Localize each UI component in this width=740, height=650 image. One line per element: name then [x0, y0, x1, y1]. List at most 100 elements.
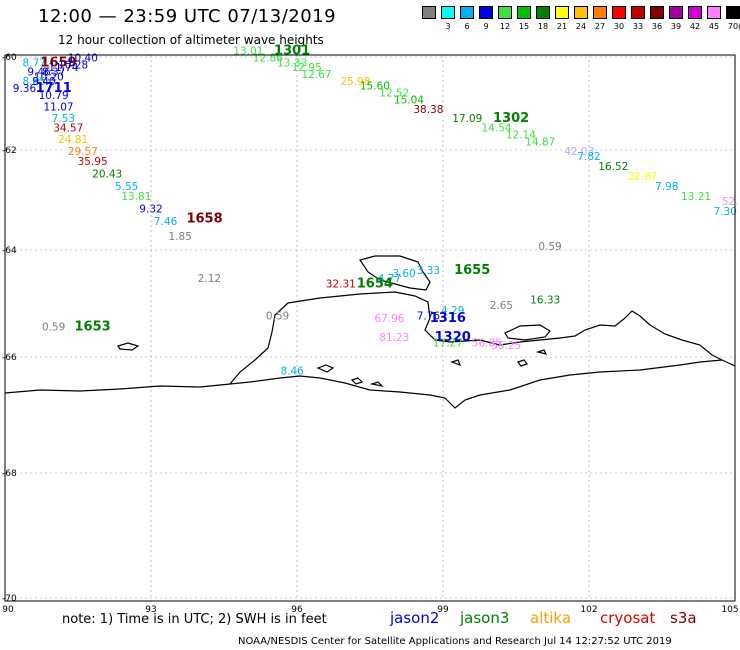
- wave-height-label: 5.55: [115, 181, 138, 193]
- wave-height-label: 0.59: [266, 311, 289, 323]
- legend-swatch: [498, 6, 512, 19]
- legend-swatch-label: 42: [689, 22, 701, 31]
- wave-height-label: 8.85: [23, 76, 46, 88]
- x-tick-label: 102: [580, 605, 597, 615]
- pass-time-label: 1302: [493, 111, 529, 126]
- wave-height-label: 12.52: [379, 88, 409, 100]
- legend-swatch-label: 6: [464, 22, 470, 31]
- pass-time-label: 1316: [430, 311, 466, 326]
- wave-height-label: 9.46: [27, 67, 51, 79]
- wave-height-label: 12.14: [506, 129, 536, 141]
- wave-height-label: 7.76: [417, 311, 441, 323]
- wave-height-label: 9.40: [32, 76, 55, 88]
- wave-height-label: 11.74: [48, 62, 78, 74]
- wave-height-label: 16.52: [598, 161, 628, 173]
- legend-swatch-label: 33: [632, 22, 644, 31]
- wave-height-label: 67.96: [374, 313, 404, 325]
- wave-height-label: 55.25: [491, 340, 521, 352]
- x-tick-label: 90: [2, 605, 14, 615]
- wave-height-label: 34.57: [53, 122, 83, 134]
- wave-height-label: 29.57: [68, 146, 98, 158]
- mission-altika: altika: [530, 609, 572, 627]
- wave-height-label: 2.12: [198, 273, 221, 285]
- footer-note: note: 1) Time is in UTC; 2) SWH is in fe…: [62, 612, 327, 627]
- islet-d: [517, 359, 528, 367]
- ice-shelf-coast: [229, 359, 723, 409]
- islet-c: [369, 381, 384, 387]
- wave-height-label: 22.87: [628, 171, 658, 183]
- legend-swatch-label: 18: [537, 22, 549, 31]
- legend-swatch: [422, 6, 436, 19]
- antarctic-coastline: [4, 255, 736, 409]
- wave-height-label: 4.77: [378, 273, 401, 285]
- wave-height-label: 0.59: [538, 241, 561, 253]
- y-tick-label: -62: [2, 146, 17, 156]
- wave-height-label: 14.87: [525, 136, 555, 148]
- wave-height-label: 7.82: [577, 151, 600, 163]
- legend-swatch: [555, 6, 569, 19]
- y-tick-label: -70: [2, 594, 17, 604]
- pass-time-label: 1655: [454, 263, 490, 278]
- island-east: [504, 324, 551, 341]
- legend-swatch: [536, 6, 550, 19]
- legend-swatch: [593, 6, 607, 19]
- credit-line: NOAA/NESDIS Center for Satellite Applica…: [238, 636, 672, 647]
- legend-swatch: [669, 6, 683, 19]
- legend-swatch: [688, 6, 702, 19]
- wave-height-label: 10.79: [39, 90, 69, 102]
- mission-cryosat: cryosat: [600, 609, 656, 627]
- legend-swatch: [650, 6, 664, 19]
- legend-swatch: [574, 6, 588, 19]
- pass-time-label: 1654: [357, 276, 393, 291]
- wave-height-label: 13.81: [121, 191, 151, 203]
- wave-height-label: 10.20: [34, 71, 64, 83]
- wave-height-label: 13.33: [277, 57, 307, 69]
- chart-title: 12:00 — 23:59 UTC 07/13/2019: [38, 6, 337, 27]
- legend-swatch: [517, 6, 531, 19]
- wave-height-label: 3.60: [392, 268, 415, 280]
- y-tick-label: -60: [2, 53, 17, 63]
- x-tick-label: 96: [291, 605, 303, 615]
- wave-height-label: 0.59: [42, 321, 65, 333]
- wave-height-label: 8.77: [23, 57, 46, 69]
- legend-swatch-label: 36: [651, 22, 663, 31]
- x-tick-label: 99: [437, 605, 449, 615]
- wave-height-label: 7.98: [655, 181, 678, 193]
- wave-height-label: 17.09: [452, 113, 482, 125]
- pass-time-label: 1653: [75, 319, 111, 334]
- wave-height-label: 24.81: [58, 134, 88, 146]
- legend-swatch: [707, 6, 721, 19]
- pass-time-label: 1658: [186, 212, 222, 227]
- wave-height-label: 8.37: [42, 67, 65, 79]
- wave-height-label: 38.38: [413, 104, 443, 116]
- mission-jason3: jason3: [460, 609, 510, 627]
- wave-height-label: 2.65: [490, 300, 513, 312]
- islet-b: [350, 377, 364, 385]
- wave-height-label: 7.46: [154, 216, 178, 228]
- wave-height-label: 1.85: [169, 231, 192, 243]
- legend-swatch-label: 45: [708, 22, 720, 31]
- pass-time-label: 1320: [435, 330, 471, 345]
- legend-swatch: [631, 6, 645, 19]
- wave-height-label: 32.31: [326, 278, 356, 290]
- legend-swatch-label: 12: [499, 22, 511, 31]
- mission-jason2: jason2: [390, 609, 440, 627]
- wave-height-label: 8.46: [280, 365, 304, 377]
- wave-height-label: 20.43: [92, 169, 122, 181]
- mainland-coast: [4, 291, 736, 394]
- y-tick-label: -64: [2, 246, 17, 256]
- legend-swatch-label: 21: [556, 22, 568, 31]
- islet-e: [535, 349, 548, 355]
- islet-f: [450, 359, 462, 367]
- x-tick-label: 105: [721, 605, 738, 615]
- legend-swatch-label: 39: [670, 22, 682, 31]
- wave-height-label: 15.04: [394, 95, 424, 107]
- legend-swatch-label: 24: [575, 22, 587, 31]
- wave-height-label: 7.30: [714, 206, 737, 218]
- legend-swatch-label: 70: [727, 22, 739, 31]
- x-tick-label: 93: [145, 605, 156, 615]
- wave-height-label: 25.98: [340, 76, 370, 88]
- wave-height-label: 16.33: [530, 295, 560, 307]
- wave-height-label: 12.67: [301, 69, 331, 81]
